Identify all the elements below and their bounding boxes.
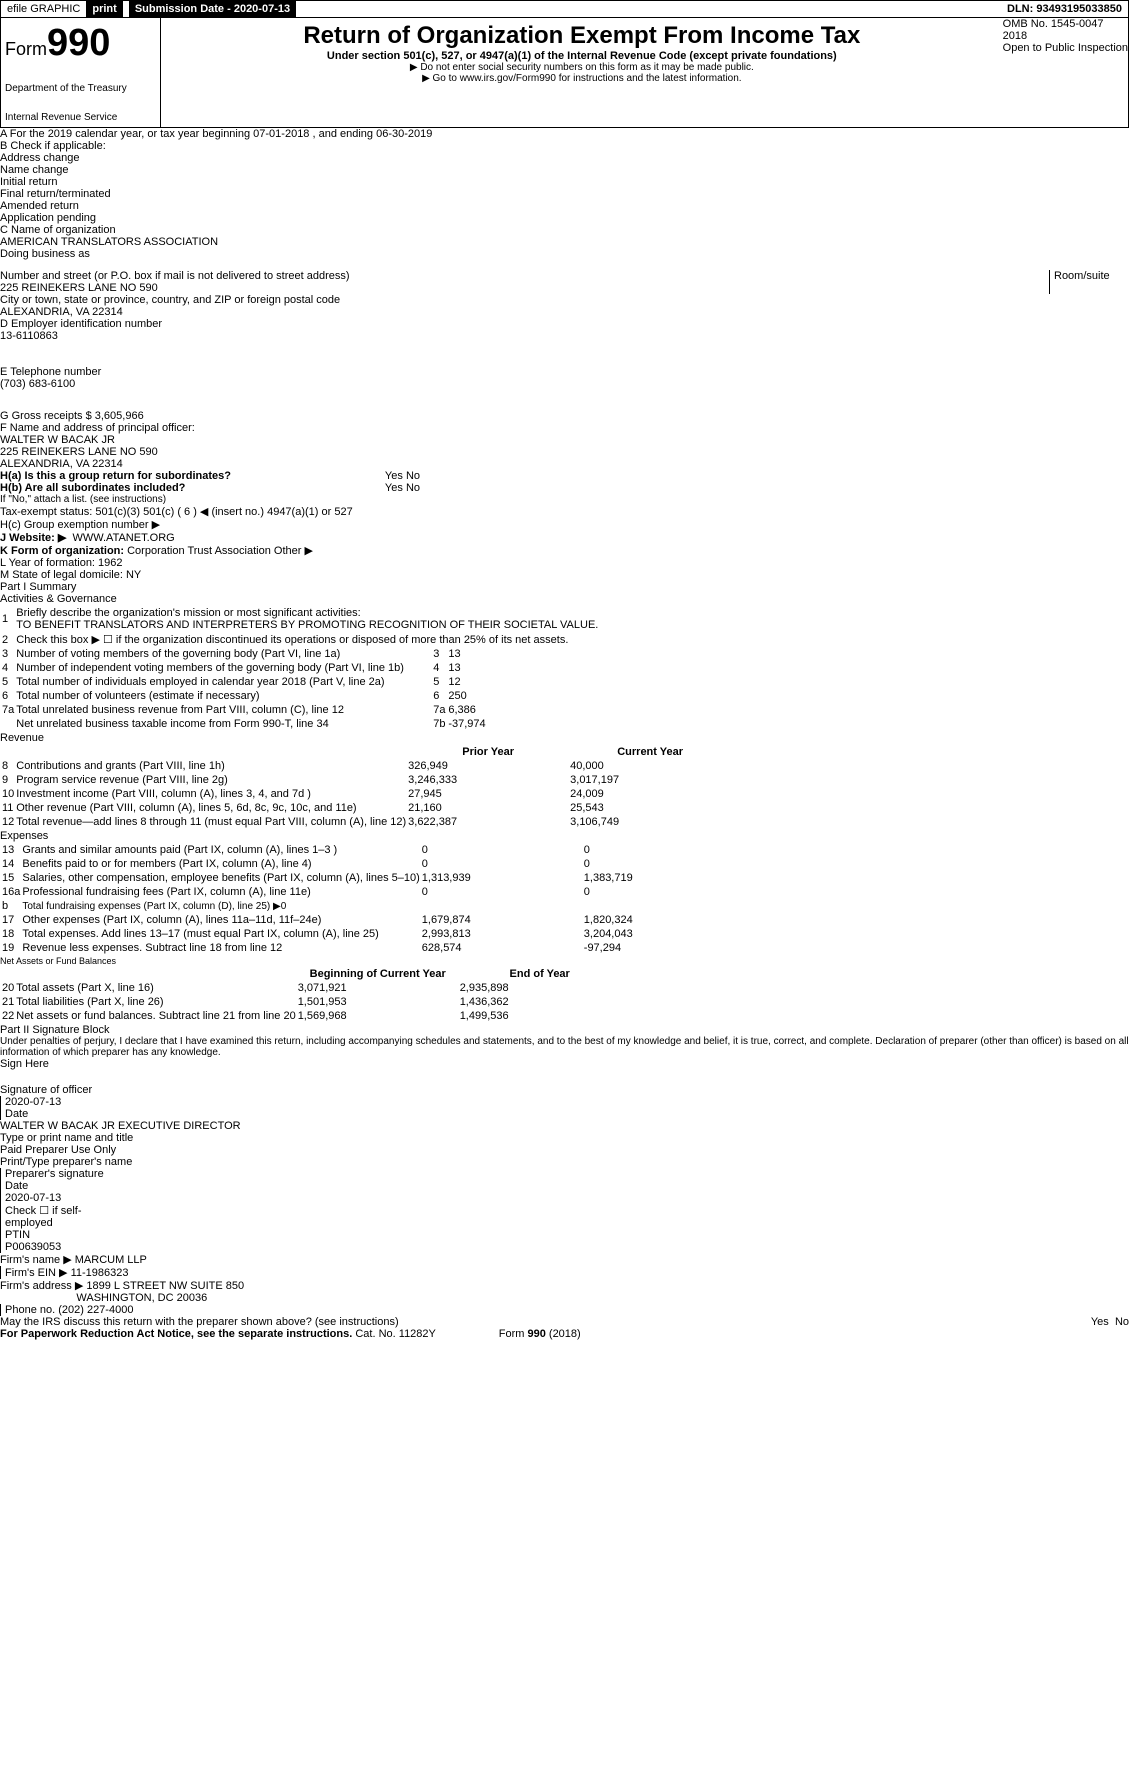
org-name: AMERICAN TRANSLATORS ASSOCIATION [0,236,1129,248]
note-ssn: ▶ Do not enter social security numbers o… [165,62,999,73]
form-number: Form990 [5,22,156,65]
part1-header: Part I Summary [0,581,1129,593]
org-city: ALEXANDRIA, VA 22314 [0,306,1129,318]
footer: For Paperwork Reduction Act Notice, see … [0,1328,1129,1340]
side-netassets: Net Assets or Fund Balances [0,956,1129,966]
irs-link[interactable]: www.irs.gov/Form990 [460,73,556,84]
officer-printed: WALTER W BACAK JR EXECUTIVE DIRECTOR [0,1120,241,1132]
gross-receipts: G Gross receipts $ 3,605,966 [0,410,1129,422]
opt-initial-return[interactable]: Initial return [0,176,1129,188]
side-expenses: Expenses [0,830,1129,842]
tax-year: 2018 [1003,30,1128,42]
v3: 13 [448,648,598,660]
firm-name: MARCUM LLP [75,1254,147,1266]
legal-domicile: M State of legal domicile: NY [0,569,200,581]
governance-section: Activities & Governance 1 Briefly descri… [0,593,1129,732]
opt-amended[interactable]: Amended return [0,200,1129,212]
phone-value: (703) 683-6100 [0,378,1129,390]
officer-block: F Name and address of principal officer:… [0,422,1129,505]
print-button[interactable]: print [86,1,122,17]
v4: 13 [448,662,598,674]
org-address: 225 REINEKERS LANE NO 590 [0,282,1049,294]
hc-row: H(c) Group exemption number ▶ [0,518,420,531]
period-row: A For the 2019 calendar year, or tax yea… [0,128,1129,140]
revenue-section: Revenue Prior YearCurrent Year 8Contribu… [0,732,1129,830]
discuss-row: May the IRS discuss this return with the… [0,1316,1129,1328]
opt-app-pending[interactable]: Application pending [0,212,1129,224]
expenses-section: Expenses 13Grants and similar amounts pa… [0,830,1129,956]
opt-name-change[interactable]: Name change [0,164,1129,176]
v5: 12 [448,676,598,688]
period-text: A For the 2019 calendar year, or tax yea… [0,128,1129,140]
opt-address-change[interactable]: Address change [0,152,1129,164]
hb-note: If "No," attach a list. (see instruction… [0,494,420,505]
note-goto: ▶ Go to www.irs.gov/Form990 for instruct… [165,73,999,84]
boxB-label: B Check if applicable: [0,140,1129,152]
website-row: J Website: ▶ WWW.ATANET.ORG [0,531,1129,544]
submission-date: Submission Date - 2020-07-13 [129,1,296,17]
l1-text: Briefly describe the organization's miss… [16,607,360,619]
dln: DLN: 93493195033850 [1001,1,1128,17]
dba-label: Doing business as [0,248,1129,260]
dept-treasury: Department of the Treasury [5,83,156,94]
officer-city: ALEXANDRIA, VA 22314 [0,458,1129,470]
sign-here-block: Sign Here Signature of officer 2020-07-1… [0,1058,1129,1144]
irs-label: Internal Revenue Service [5,112,156,123]
tax-exempt-row: Tax-exempt status: 501(c)(3) 501(c) ( 6 … [0,505,1129,531]
ein-value: 13-6110863 [0,330,1129,342]
year-formation: L Year of formation: 1962 [0,557,180,569]
side-revenue: Revenue [0,732,1129,744]
l1-value: TO BENEFIT TRANSLATORS AND INTERPRETERS … [16,619,598,631]
v6: 250 [448,690,598,702]
website-value: WWW.ATANET.ORG [72,532,174,544]
form-title: Return of Organization Exempt From Incom… [165,22,999,50]
city-label: City or town, state or province, country… [0,294,1129,306]
opt-final-return[interactable]: Final return/terminated [0,188,1129,200]
identity-block: B Check if applicable: Address change Na… [0,140,1129,422]
efile-label: efile GRAPHIC [1,1,86,17]
form-subtitle: Under section 501(c), 527, or 4947(a)(1)… [165,50,999,62]
perjury-text: Under penalties of perjury, I declare th… [0,1036,1129,1058]
l2-text: Check this box ▶ ☐ if the organization d… [16,633,598,646]
klm-row: K Form of organization: Corporation Trus… [0,544,1129,581]
omb-number: OMB No. 1545-0047 [1003,18,1128,30]
open-public: Open to Public Inspection [1003,42,1128,54]
addr-label: Number and street (or P.O. box if mail i… [0,270,1049,282]
officer-addr: 225 REINEKERS LANE NO 590 [0,446,1129,458]
tax-exempt-label: Tax-exempt status: [0,506,92,518]
hb-row: H(b) Are all subordinates included? Yes … [0,482,420,494]
room-label: Room/suite [1054,270,1129,282]
top-bar: efile GRAPHIC print Submission Date - 20… [0,0,1129,18]
phone-label: E Telephone number [0,366,1129,378]
ein-label: D Employer identification number [0,318,1129,330]
ha-row: H(a) Is this a group return for subordin… [0,470,420,482]
form-header: Form990 Department of the Treasury Inter… [0,18,1129,128]
v7a: 6,386 [448,704,598,716]
part2-header: Part II Signature Block [0,1024,1129,1036]
paid-preparer-block: Paid Preparer Use Only Print/Type prepar… [0,1144,1129,1316]
netassets-section: Net Assets or Fund Balances Beginning of… [0,956,1129,1024]
officer-name: WALTER W BACAK JR [0,434,1129,446]
v7b: -37,974 [448,718,598,730]
side-governance: Activities & Governance [0,593,1129,605]
name-label: C Name of organization [0,224,1129,236]
boxF-label: F Name and address of principal officer: [0,422,1129,434]
